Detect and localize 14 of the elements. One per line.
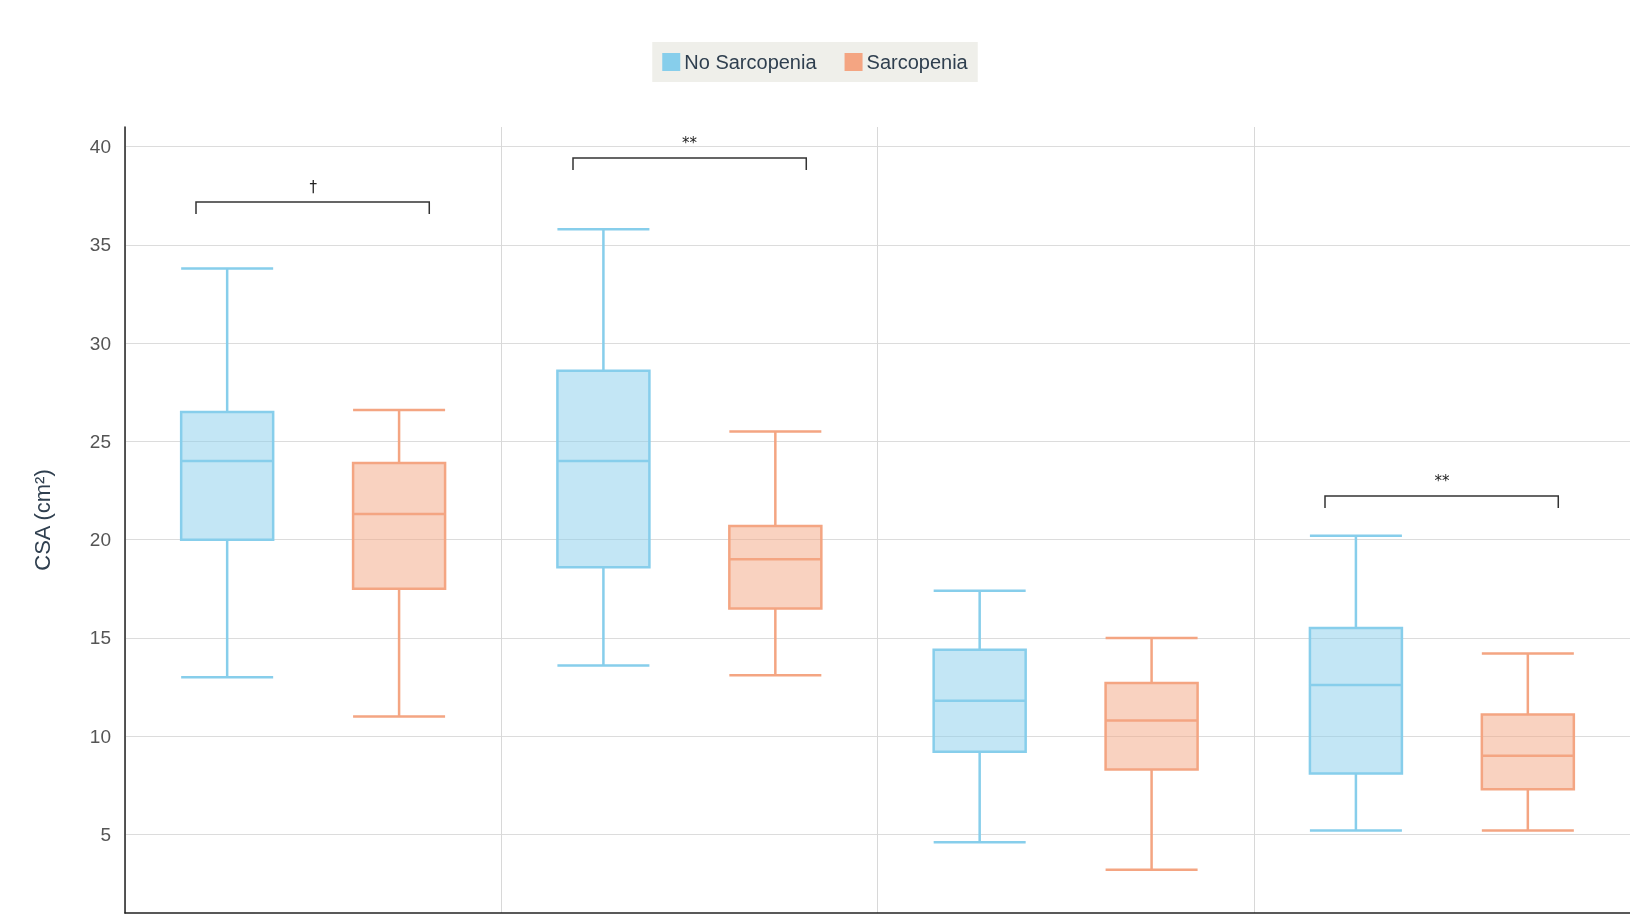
y-tick-label: 30 xyxy=(89,332,111,354)
annotation: ** xyxy=(1434,471,1450,490)
legend-label: No Sarcopenia xyxy=(684,51,818,73)
legend-label: Sarcopenia xyxy=(866,51,969,73)
y-tick-label: 40 xyxy=(89,136,111,158)
y-tick-label: 35 xyxy=(89,234,111,256)
y-axis-title: CSA (cm²) xyxy=(29,469,55,571)
annotation: † xyxy=(309,178,317,197)
y-tick-label: 5 xyxy=(100,823,111,845)
y-tick-label: 15 xyxy=(89,627,111,649)
y-tick-label: 25 xyxy=(89,430,111,452)
y-tick-label: 20 xyxy=(89,529,111,551)
y-tick-label: 10 xyxy=(89,725,111,747)
annotation: ** xyxy=(681,134,697,153)
